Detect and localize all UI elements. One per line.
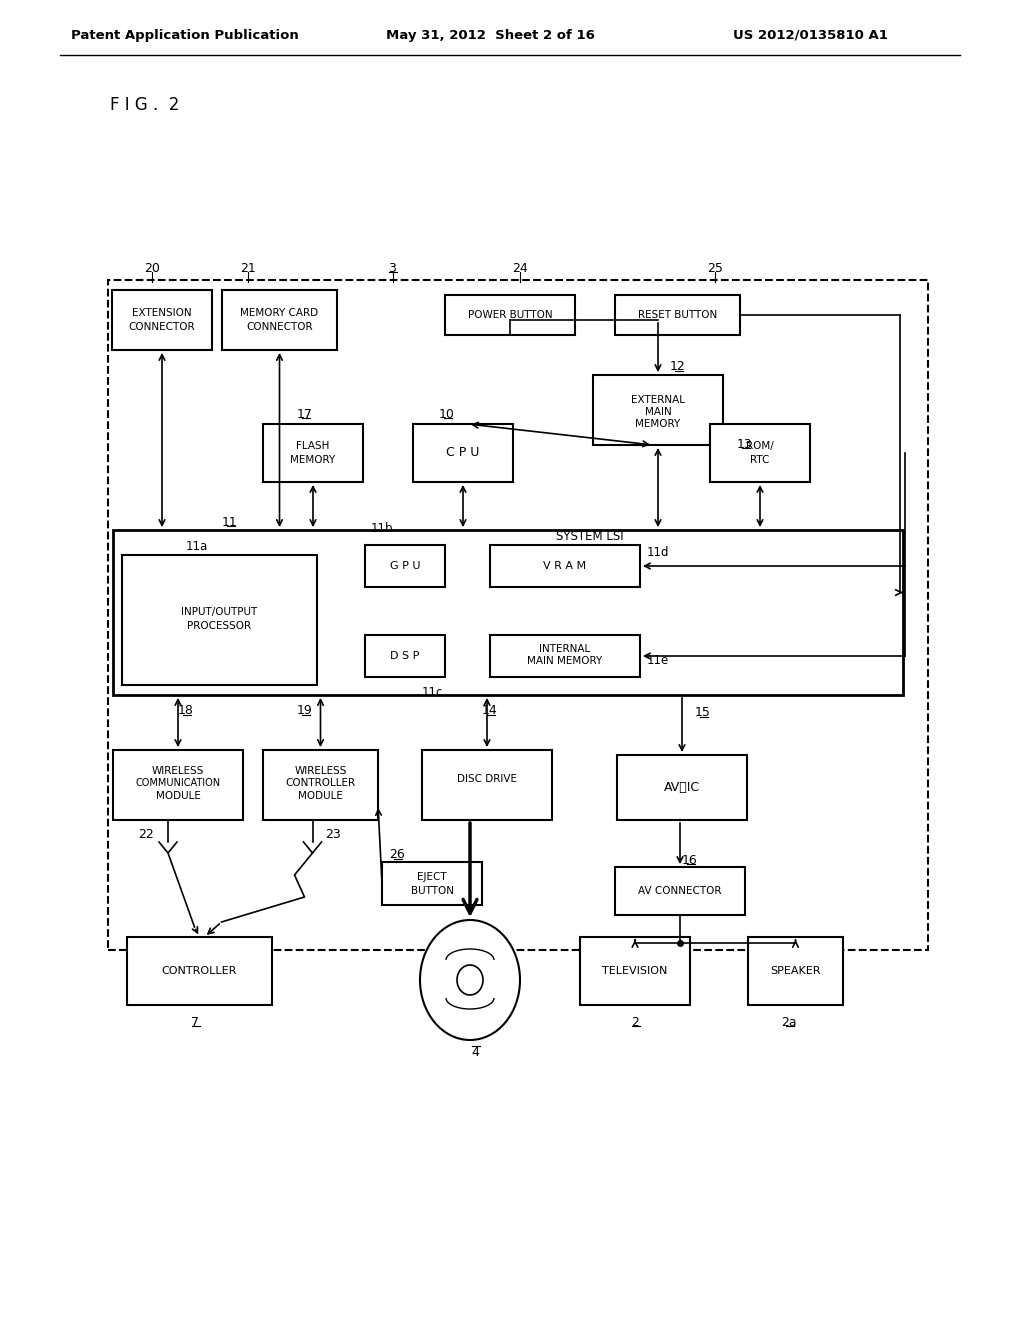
FancyBboxPatch shape — [615, 867, 745, 915]
Text: PROCESSOR: PROCESSOR — [187, 620, 252, 631]
Text: 2a: 2a — [781, 1015, 797, 1028]
Text: 11: 11 — [222, 516, 238, 528]
Text: EXTERNAL: EXTERNAL — [631, 395, 685, 405]
Text: MEMORY: MEMORY — [635, 418, 681, 429]
Text: 24: 24 — [512, 261, 528, 275]
Text: 17: 17 — [297, 408, 313, 421]
Text: AV CONNECTOR: AV CONNECTOR — [638, 886, 722, 896]
Text: MAIN MEMORY: MAIN MEMORY — [527, 656, 603, 667]
Text: 7: 7 — [191, 1015, 199, 1028]
Text: 11e: 11e — [647, 653, 669, 667]
Text: EJECT: EJECT — [417, 871, 446, 882]
FancyBboxPatch shape — [263, 750, 378, 820]
Text: May 31, 2012  Sheet 2 of 16: May 31, 2012 Sheet 2 of 16 — [386, 29, 595, 41]
Text: 18: 18 — [178, 705, 194, 718]
FancyBboxPatch shape — [113, 750, 243, 820]
Ellipse shape — [420, 920, 520, 1040]
Text: EXTENSION: EXTENSION — [132, 308, 191, 318]
Text: 25: 25 — [707, 261, 723, 275]
Text: 2: 2 — [631, 1015, 639, 1028]
FancyBboxPatch shape — [422, 750, 552, 820]
Text: MAIN: MAIN — [645, 407, 672, 417]
Text: 11a: 11a — [186, 540, 208, 553]
FancyBboxPatch shape — [112, 290, 212, 350]
FancyBboxPatch shape — [615, 294, 740, 335]
FancyBboxPatch shape — [113, 531, 903, 696]
FancyBboxPatch shape — [593, 375, 723, 445]
Text: 21: 21 — [240, 261, 256, 275]
FancyBboxPatch shape — [127, 937, 272, 1005]
FancyBboxPatch shape — [108, 280, 928, 950]
FancyBboxPatch shape — [580, 937, 690, 1005]
Text: 11b: 11b — [371, 521, 393, 535]
Text: G P U: G P U — [390, 561, 420, 572]
Text: 4: 4 — [471, 1045, 479, 1059]
Text: RESET BUTTON: RESET BUTTON — [638, 310, 717, 319]
Text: MODULE: MODULE — [298, 791, 343, 801]
Text: RTC: RTC — [751, 455, 770, 465]
Text: F I G .  2: F I G . 2 — [111, 96, 179, 114]
Text: 26: 26 — [389, 849, 404, 862]
FancyBboxPatch shape — [222, 290, 337, 350]
Text: INTERNAL: INTERNAL — [540, 644, 591, 653]
Text: CONTROLLER: CONTROLLER — [162, 966, 238, 975]
Text: CONNECTOR: CONNECTOR — [246, 322, 312, 333]
FancyBboxPatch shape — [748, 937, 843, 1005]
Text: 10: 10 — [439, 408, 455, 421]
Text: FLASH: FLASH — [296, 441, 330, 451]
FancyBboxPatch shape — [617, 755, 746, 820]
FancyBboxPatch shape — [365, 635, 445, 677]
FancyBboxPatch shape — [365, 545, 445, 587]
Text: 20: 20 — [144, 261, 160, 275]
Text: 11d: 11d — [647, 545, 670, 558]
Text: INPUT/OUTPUT: INPUT/OUTPUT — [181, 607, 258, 616]
Text: CONTROLLER: CONTROLLER — [286, 777, 355, 788]
Text: TELEVISION: TELEVISION — [602, 966, 668, 975]
Text: 14: 14 — [482, 705, 498, 718]
Text: 16: 16 — [682, 854, 698, 866]
Text: 22: 22 — [138, 829, 154, 842]
FancyBboxPatch shape — [122, 554, 317, 685]
Text: SYSTEM LSI: SYSTEM LSI — [556, 531, 624, 544]
Text: SPEAKER: SPEAKER — [770, 966, 821, 975]
Text: 13: 13 — [737, 437, 753, 450]
Text: POWER BUTTON: POWER BUTTON — [468, 310, 552, 319]
FancyBboxPatch shape — [413, 424, 513, 482]
FancyBboxPatch shape — [490, 545, 640, 587]
Text: 3: 3 — [388, 261, 396, 275]
Text: Patent Application Publication: Patent Application Publication — [71, 29, 299, 41]
Text: 15: 15 — [695, 706, 711, 719]
Text: MODULE: MODULE — [156, 791, 201, 801]
Text: V R A M: V R A M — [544, 561, 587, 572]
Text: WIRELESS: WIRELESS — [152, 766, 204, 776]
Text: MEMORY CARD: MEMORY CARD — [241, 308, 318, 318]
FancyBboxPatch shape — [490, 635, 640, 677]
Text: ROM/: ROM/ — [746, 441, 774, 451]
Text: BUTTON: BUTTON — [411, 886, 454, 895]
FancyBboxPatch shape — [710, 424, 810, 482]
Text: D S P: D S P — [390, 651, 420, 661]
Text: CONNECTOR: CONNECTOR — [129, 322, 196, 333]
Text: COMMUNICATION: COMMUNICATION — [135, 777, 220, 788]
FancyBboxPatch shape — [263, 424, 362, 482]
Text: AV－IC: AV－IC — [664, 781, 700, 795]
Text: DISC DRIVE: DISC DRIVE — [457, 774, 517, 784]
Text: C P U: C P U — [446, 446, 479, 459]
Text: 11c: 11c — [421, 685, 442, 698]
Text: 12: 12 — [670, 360, 686, 374]
Text: 19: 19 — [297, 705, 313, 718]
FancyBboxPatch shape — [382, 862, 482, 906]
Text: WIRELESS: WIRELESS — [294, 766, 347, 776]
Ellipse shape — [457, 965, 483, 995]
Text: 23: 23 — [325, 829, 340, 842]
FancyBboxPatch shape — [445, 294, 575, 335]
Text: US 2012/0135810 A1: US 2012/0135810 A1 — [732, 29, 888, 41]
Text: MEMORY: MEMORY — [291, 455, 336, 465]
